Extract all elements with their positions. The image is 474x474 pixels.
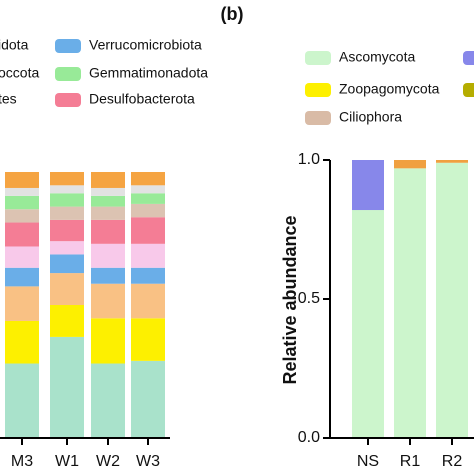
bar-segment <box>5 195 39 210</box>
bar-segment <box>50 241 84 255</box>
bar-segment <box>91 267 125 284</box>
bar-segment <box>91 187 125 196</box>
x-tick-label: R2 <box>442 453 463 470</box>
bar-segment <box>5 187 39 196</box>
bar-segment <box>50 206 84 220</box>
bar-segment <box>50 219 84 242</box>
legend-label: Zoopagomycota <box>339 81 440 97</box>
bar-segment <box>131 203 165 218</box>
legend-label: Ciliophora <box>339 109 402 125</box>
legend-swatch <box>305 83 331 97</box>
bar-segment <box>50 254 84 274</box>
bar-segment <box>5 286 39 321</box>
legend-label: idota <box>0 37 29 53</box>
y-tick-label: 0.0 <box>298 429 320 446</box>
bar-segment <box>131 283 165 319</box>
panel-title: (b) <box>221 4 244 24</box>
bar-segment <box>91 195 125 207</box>
bar-segment <box>91 318 125 364</box>
bar-segment <box>131 185 165 194</box>
bar-segment <box>131 172 165 186</box>
y-axis-label: Relative abundance <box>280 215 300 384</box>
bar-segment <box>436 160 468 163</box>
legend-label: tes <box>0 91 17 107</box>
legend-swatch <box>55 93 81 107</box>
bar-segment <box>5 222 39 247</box>
bar-segment <box>91 363 125 438</box>
x-tick-label: R1 <box>400 453 421 470</box>
bar-segment <box>131 217 165 244</box>
y-tick-label: 1.0 <box>298 151 320 168</box>
bar-segment <box>131 267 165 284</box>
bar-segment <box>5 209 39 223</box>
x-tick-label: W1 <box>55 453 79 470</box>
legend-swatch <box>55 67 81 81</box>
legend-label: Gemmatimonadota <box>89 65 208 81</box>
bar-segment <box>5 320 39 364</box>
bar-segment <box>50 305 84 337</box>
bar-segment <box>352 210 384 438</box>
legend-label: Verrucomicrobiota <box>89 37 202 53</box>
bar-segment <box>50 185 84 194</box>
x-tick-label: W2 <box>96 453 120 470</box>
legend-swatch <box>305 51 331 65</box>
legend-label: Desulfobacterota <box>89 91 195 107</box>
bar-segment <box>5 363 39 438</box>
legend-label: Ascomycota <box>339 49 415 65</box>
bar-segment <box>50 273 84 305</box>
bar-segment <box>5 172 39 188</box>
bar-segment <box>5 246 39 268</box>
legend-swatch <box>463 83 474 97</box>
bar-segment <box>394 168 426 438</box>
bar-segment <box>131 360 165 438</box>
legend-label: occota <box>0 65 39 81</box>
y-tick-label: 0.5 <box>298 290 320 307</box>
bar-segment <box>50 172 84 186</box>
bar-segment <box>91 243 125 268</box>
bar-segment <box>91 172 125 188</box>
x-tick-label: M3 <box>11 453 33 470</box>
x-tick-label: W3 <box>136 453 160 470</box>
bar-segment <box>352 160 384 211</box>
bar-segment <box>394 160 426 169</box>
bar-segment <box>436 162 468 438</box>
x-tick-label: NS <box>357 453 379 470</box>
bar-segment <box>131 318 165 361</box>
bar-segment <box>50 193 84 207</box>
bar-segment <box>50 336 84 438</box>
bar-segment <box>131 193 165 204</box>
bar-segment <box>91 219 125 244</box>
legend-swatch <box>305 111 331 125</box>
bar-segment <box>91 206 125 220</box>
legend-swatch <box>463 51 474 65</box>
bar-segment <box>131 243 165 268</box>
bar-segment <box>5 267 39 287</box>
legend-swatch <box>55 39 81 53</box>
bar-segment <box>91 283 125 319</box>
